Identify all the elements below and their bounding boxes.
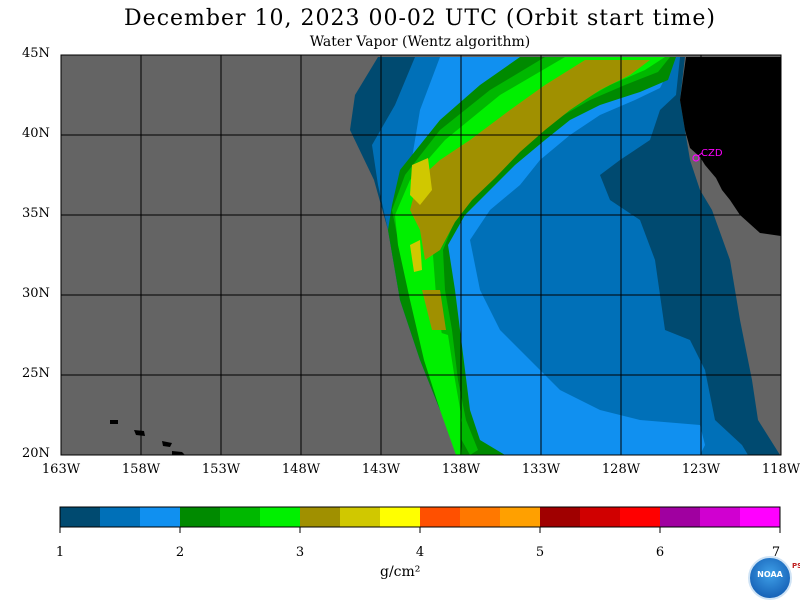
latitude-label: 35N bbox=[22, 206, 50, 221]
colorbar-tick-label: 4 bbox=[415, 545, 425, 560]
longitude-label: 163W bbox=[41, 462, 81, 477]
latitude-label: 30N bbox=[22, 286, 50, 301]
longitude-label: 158W bbox=[121, 462, 161, 477]
longitude-label: 153W bbox=[201, 462, 241, 477]
latitude-label: 25N bbox=[22, 366, 50, 381]
colorbar-units: g/cm² bbox=[380, 564, 421, 580]
colorbar-tick-label: 6 bbox=[655, 545, 665, 560]
colorbar-tick-label: 7 bbox=[771, 545, 781, 560]
station-marker-line bbox=[697, 152, 703, 157]
psl-logo-text: PSL bbox=[792, 562, 800, 570]
moist-core-green-tail bbox=[432, 330, 462, 440]
longitude-label: 143W bbox=[361, 462, 401, 477]
noaa-logo-text: NOAA bbox=[757, 570, 783, 579]
colorbar-tick-label: 3 bbox=[295, 545, 305, 560]
land-north-america bbox=[680, 57, 781, 236]
station-label: CZD bbox=[701, 148, 723, 159]
latitude-label: 20N bbox=[22, 446, 50, 461]
longitude-label: 118W bbox=[761, 462, 800, 477]
island-hawaii bbox=[172, 451, 185, 455]
island-kauai bbox=[110, 420, 118, 424]
noaa-logo: NOAA bbox=[748, 556, 792, 600]
colorbar-tick-label: 5 bbox=[535, 545, 545, 560]
longitude-label: 123W bbox=[681, 462, 721, 477]
moist-core-olive-2 bbox=[422, 290, 446, 330]
latitude-label: 45N bbox=[22, 46, 50, 61]
graticule bbox=[61, 55, 781, 455]
colorbar-tick-label: 2 bbox=[175, 545, 185, 560]
moist-core-yellow-green bbox=[410, 158, 432, 205]
island-oahu bbox=[134, 430, 145, 436]
latitude-label: 40N bbox=[22, 126, 50, 141]
moist-core-yellow-green-2 bbox=[410, 240, 422, 272]
moist-plume-olive bbox=[410, 60, 650, 260]
longitude-label: 133W bbox=[521, 462, 561, 477]
island-maui bbox=[162, 441, 172, 447]
longitude-label: 138W bbox=[441, 462, 481, 477]
longitude-label: 148W bbox=[281, 462, 321, 477]
map-title: December 10, 2023 00-02 UTC (Orbit start… bbox=[124, 6, 716, 31]
map-frame bbox=[60, 54, 782, 456]
colorbar-tick-label: 1 bbox=[55, 545, 65, 560]
station-marker bbox=[692, 154, 700, 162]
longitude-label: 128W bbox=[601, 462, 641, 477]
map-subtitle: Water Vapor (Wentz algorithm) bbox=[309, 34, 531, 50]
